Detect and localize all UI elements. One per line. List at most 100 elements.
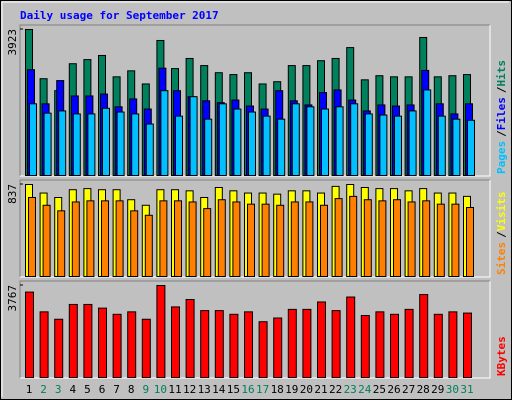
bar [423,89,432,176]
x-tick-label: 3 [55,383,62,396]
bar [317,301,326,378]
bar [378,200,387,277]
legend: Pages/Files/Hits [495,60,508,174]
legend-entry: Pages [495,141,508,174]
y-tick-label: 3923 [6,29,19,56]
bar [273,317,283,378]
x-tick-label: 24 [358,383,372,396]
x-tick-label: 5 [84,383,91,396]
bar [156,285,166,378]
bar [306,106,315,176]
bar [174,200,182,277]
x-tick-label: 8 [128,383,135,396]
bar [214,310,224,379]
bar [217,199,226,278]
x-tick-label: 6 [99,383,106,396]
bar [145,123,154,176]
y-tick-label: 837 [6,184,19,204]
bar [436,203,445,278]
x-tick-label: 22 [329,383,342,396]
bar [141,318,151,378]
bar [71,201,80,277]
bar [277,118,286,176]
legend-separator: / [495,231,508,238]
legend-entry: Hits [495,60,508,87]
bar [451,203,460,278]
bar [448,311,458,379]
bar [200,310,210,379]
x-tick-label: 25 [373,383,386,396]
bar [390,313,399,379]
bar [218,103,227,176]
bar [185,298,195,378]
bar [175,115,183,177]
legend: KBytes [495,336,508,376]
bar [101,200,109,277]
bar [422,200,431,277]
bar [393,199,401,278]
bar [363,199,372,278]
bar [331,310,341,379]
bar [334,198,343,277]
bar [144,214,153,277]
bar [229,313,239,379]
legend: Sites /Visits [495,192,508,276]
bar [349,195,358,277]
bar [54,318,64,378]
bar [72,113,81,176]
bar [115,200,124,277]
legend-separator: / [495,86,508,93]
x-tick-label: 30 [446,383,459,396]
bar [203,208,212,277]
bar [407,201,416,277]
x-tick-label: 16 [241,383,254,396]
bar [360,315,370,378]
x-tick-label: 2 [40,383,47,396]
x-tick-label: 4 [69,383,76,396]
panel-bevel [19,179,490,277]
bar [262,115,271,177]
bar [305,201,314,277]
x-tick-label: 17 [256,383,269,396]
bar [433,313,443,379]
panel-bevel [19,280,490,378]
legend-separator: / [495,130,508,137]
bar [98,307,107,379]
bar [112,313,122,379]
x-tick-label: 21 [314,383,327,396]
bar [290,201,299,277]
bar [102,107,110,176]
bar [346,296,356,378]
bar [394,115,402,177]
bar [404,308,414,379]
bar [43,112,52,176]
bar [419,294,429,378]
x-tick-label: 26 [387,383,400,396]
bar [232,201,241,277]
bar [244,311,253,379]
bar [248,111,256,176]
bar [159,200,168,277]
bar [437,115,446,177]
legend-entry: Visits [495,192,508,232]
x-tick-label: 18 [271,383,284,396]
bar [42,204,51,277]
bar [320,204,328,277]
x-tick-label: 19 [285,383,298,396]
bar [39,311,49,379]
x-tick-label: 11 [168,383,181,396]
x-tick-label: 31 [460,383,473,396]
legend-entry: KBytes [495,336,508,376]
x-tick-label: 7 [113,383,120,396]
chart-title: Daily usage for September 2017 [20,9,219,22]
bar [379,114,388,176]
bar [375,311,385,379]
bar [233,108,242,176]
bar [29,103,37,176]
x-tick-label: 9 [142,383,149,396]
bar [131,113,140,176]
bar [335,106,344,176]
legend-entry: Files [495,97,508,130]
x-tick-label: 12 [183,383,196,396]
